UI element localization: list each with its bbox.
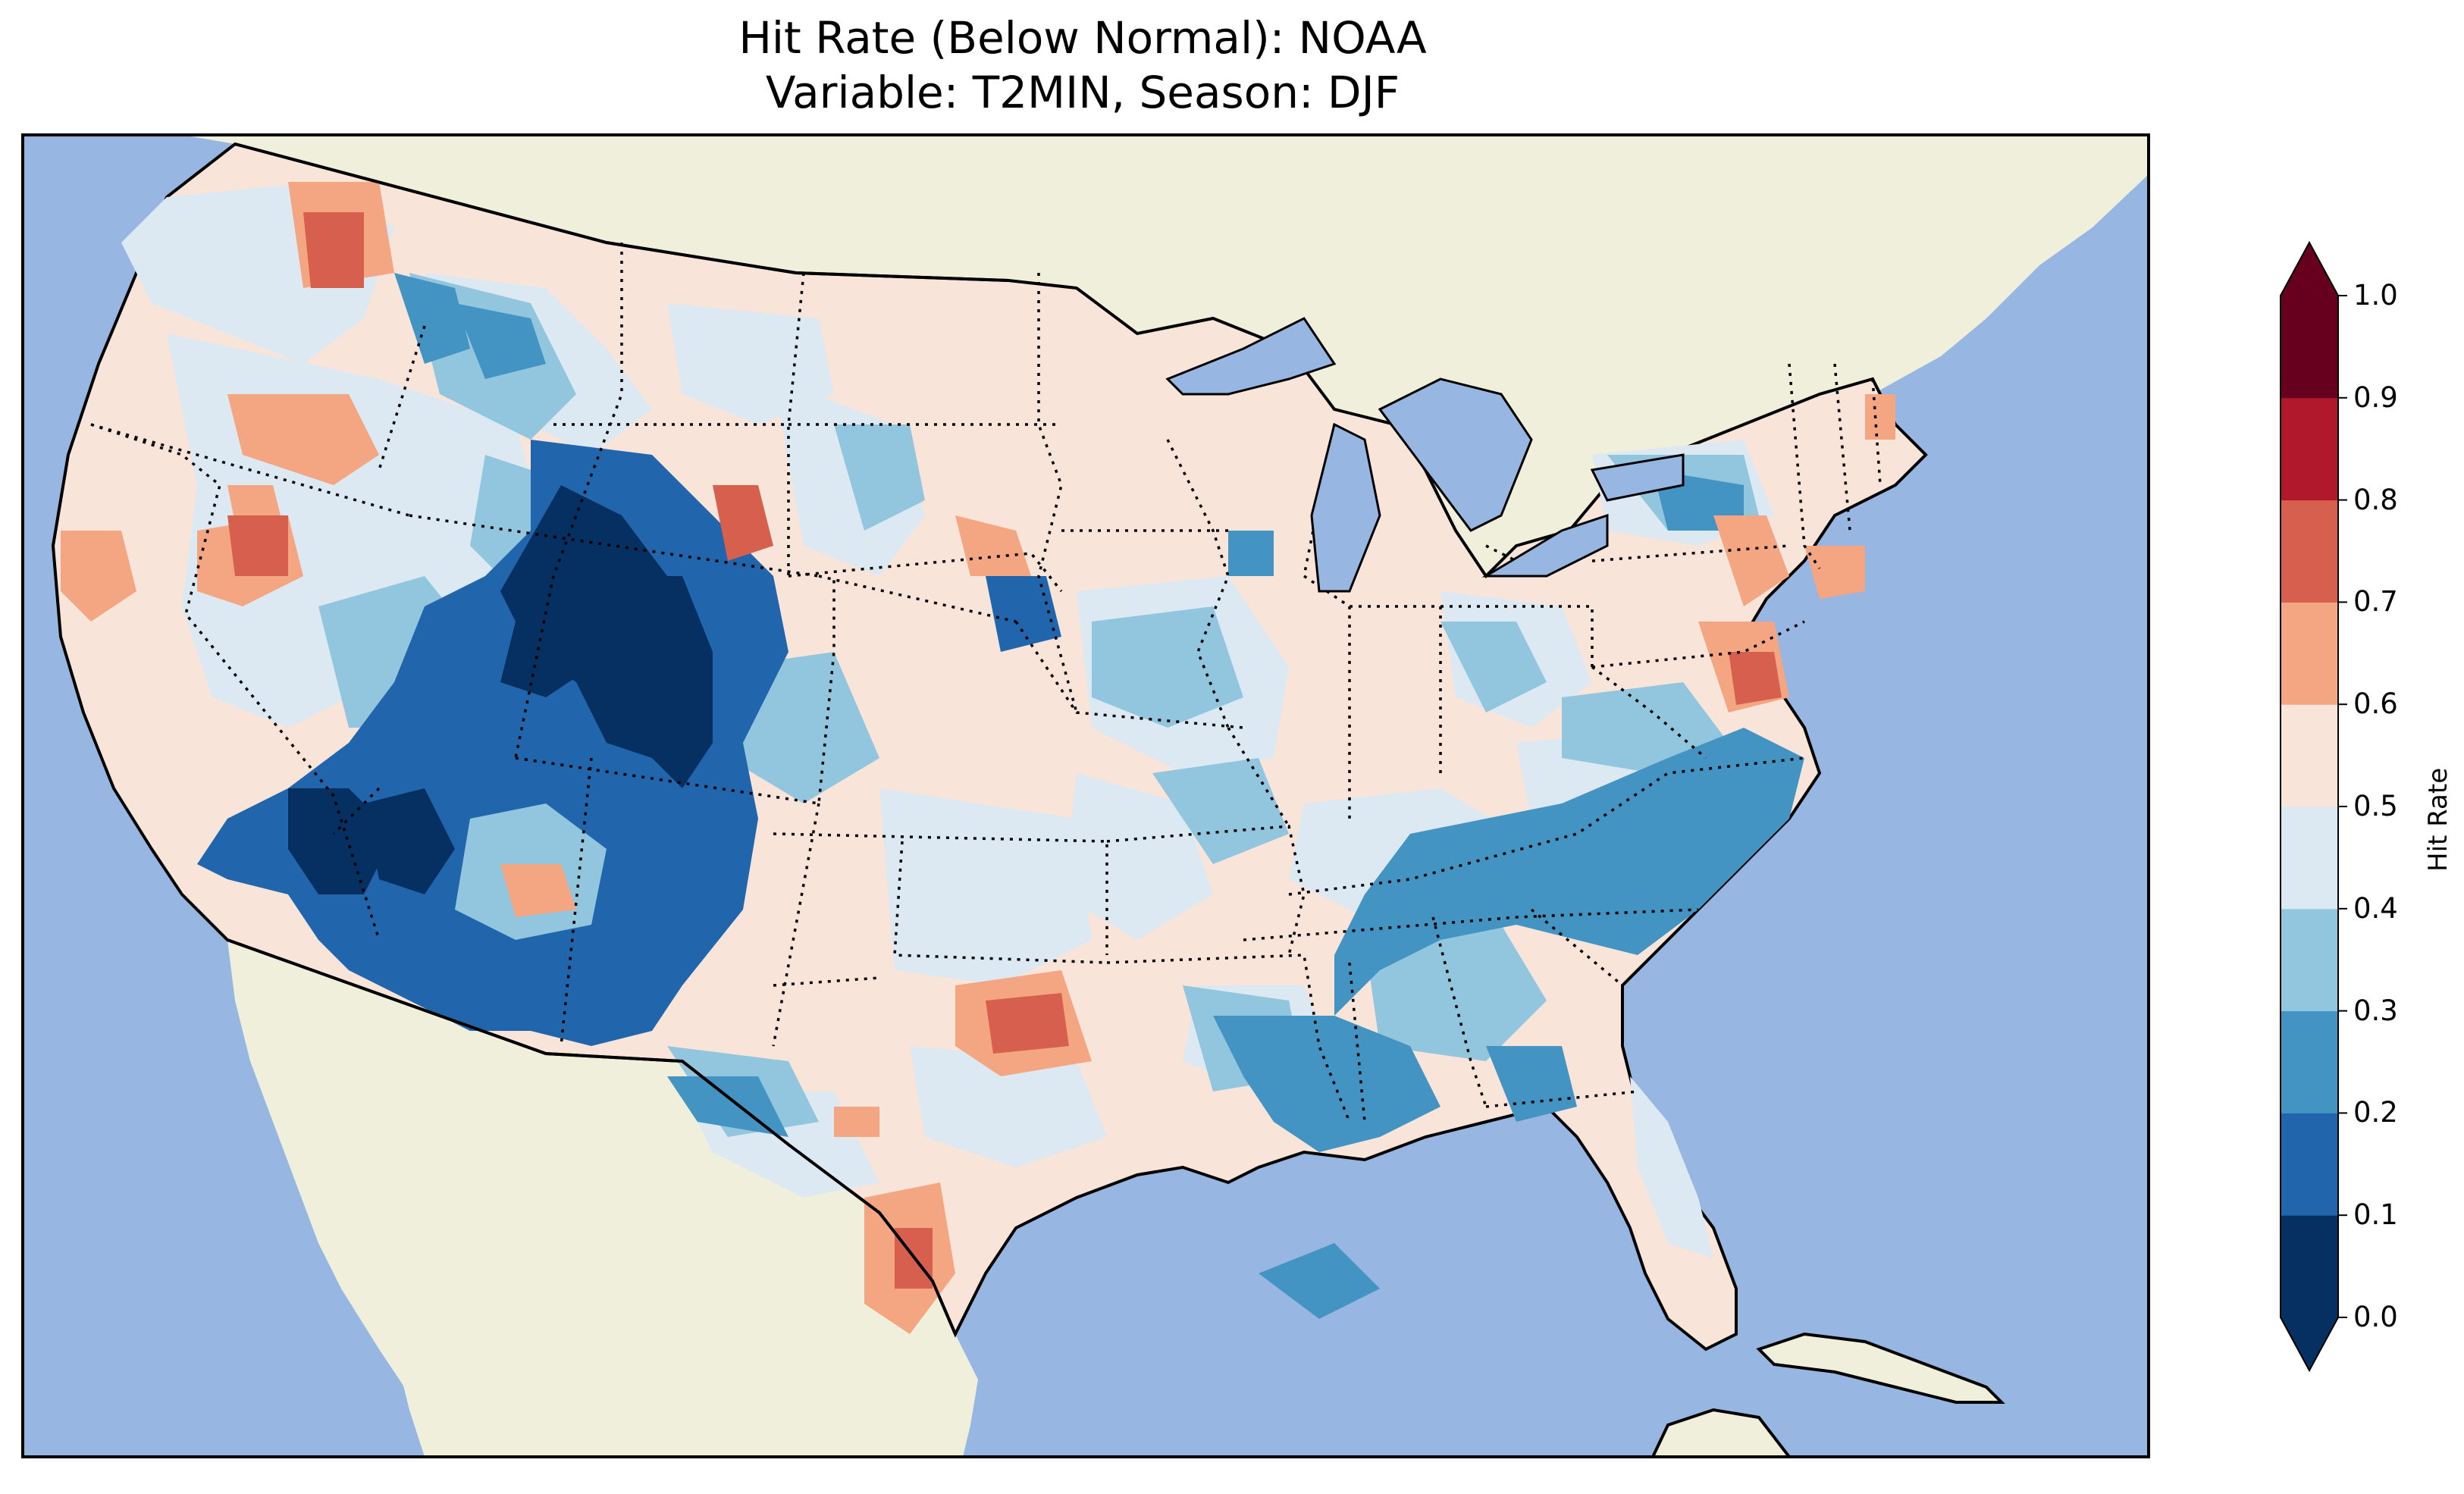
colorbar-bin [2281,807,2338,910]
colorbar-tick-label: 0.2 [2353,1096,2398,1129]
land-mexico [227,940,978,1457]
colorbar-tick-label: 0.5 [2353,790,2398,822]
colorbar-tick-label: 0.6 [2353,687,2398,721]
colorbar-tick-label: 0.4 [2353,891,2398,925]
colorbar-bin [2281,296,2338,399]
colorbar-tick-label: 0.0 [2353,1301,2398,1333]
land-cuba [1756,1332,2005,1404]
colorbar [2280,240,2347,1373]
hit-rate-0.7-0.8 [227,212,1782,1289]
colorbar-extend-max [2281,243,2338,296]
colorbar-tick-label: 0.1 [2353,1198,2398,1232]
colorbar-label: Hit Rate [2423,767,2453,872]
map-subtitle: Variable: T2MIN, Season: DJF [765,67,1400,118]
colorbar-tick-label: 0.8 [2353,483,2398,516]
colorbar-bin [2281,1215,2338,1318]
map-title: Hit Rate (Below Normal): NOAA [738,12,1427,64]
country-borders [227,143,1009,1335]
state-borders [90,243,1882,1123]
land-canada [182,135,2149,576]
colorbar-bin [2281,602,2338,705]
colorbar-tick-label: 0.3 [2353,994,2398,1027]
colorbar-bin [2281,500,2338,603]
colorbar-bin [2281,908,2338,1012]
colorbar-bin [2281,397,2338,501]
colorbar-tick-label: 1.0 [2353,279,2398,312]
land-baja [227,940,425,1395]
map-frame [21,133,2150,1458]
colorbar-bin [2281,704,2338,807]
colorbar-tick-label: 0.9 [2353,381,2398,414]
colorbar-bin [2281,1010,2338,1113]
land-yucatan [1651,1408,1792,1457]
colorbar-tick-label: 0.7 [2353,585,2398,619]
colorbar-extend-min [2281,1317,2338,1370]
hit-rate-0.0-0.1 [288,485,713,894]
great-lakes [1165,317,1685,593]
colorbar-bin [2281,1113,2338,1216]
